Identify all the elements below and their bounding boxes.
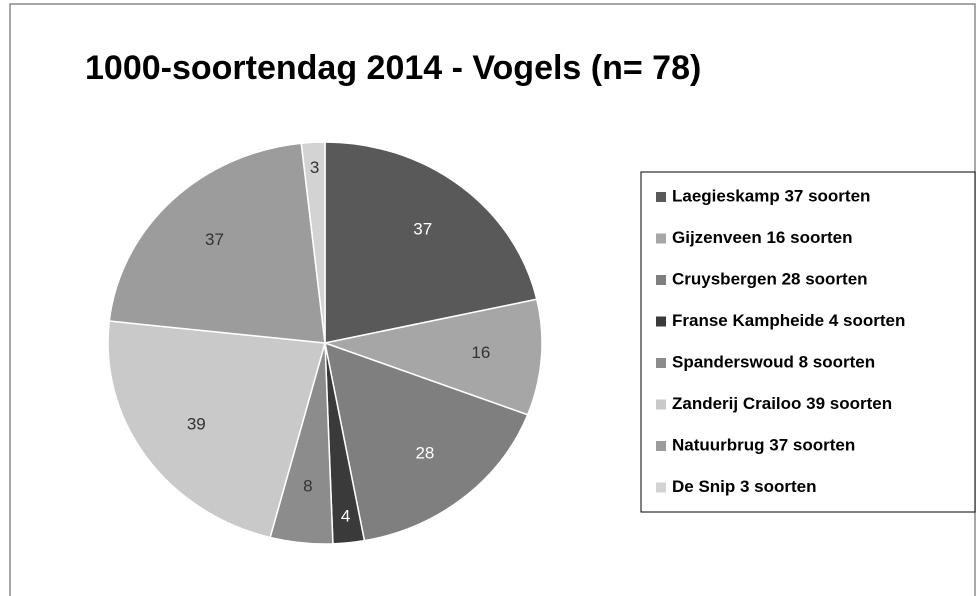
legend-swatch <box>656 233 666 244</box>
legend-label: Franse Kampheide 4 soorten <box>672 311 905 330</box>
pie-slice <box>322 298 543 416</box>
data-label: 4 <box>341 506 350 525</box>
legend-swatch <box>656 316 666 327</box>
data-label: 39 <box>187 415 206 434</box>
chart-title: 1000-soortendag 2014 - Vogels (n= 78) <box>85 49 701 87</box>
pie-slice <box>324 141 538 344</box>
legend-label: Cruysbergen 28 soorten <box>672 269 868 288</box>
pie-slice <box>108 142 326 344</box>
data-label: 3 <box>310 158 319 177</box>
legend-swatch <box>656 192 666 202</box>
legend-swatch <box>656 358 666 368</box>
legend-swatch <box>656 482 666 493</box>
legend-label: Spanderswoud 8 soorten <box>672 352 875 371</box>
data-label: 28 <box>415 444 434 463</box>
legend-label: Natuurbrug 37 soorten <box>672 435 855 454</box>
legend-swatch <box>656 399 666 410</box>
legend-swatch <box>656 441 666 451</box>
legend-swatch <box>656 275 666 285</box>
legend-box <box>640 171 976 513</box>
pie-slice <box>324 341 529 542</box>
data-label: 37 <box>413 220 432 239</box>
data-label: 8 <box>303 476 312 495</box>
data-label: 37 <box>205 230 224 249</box>
legend-label: Zanderij Crailoo 39 soorten <box>672 394 892 413</box>
data-label: 16 <box>471 343 490 362</box>
pie-slice <box>107 320 326 539</box>
legend-label: Laegieskamp 37 soorten <box>672 186 870 205</box>
legend-label: De Snip 3 soorten <box>672 477 817 496</box>
pie-slice <box>300 141 326 344</box>
legend-label: Gijzenveen 16 soorten <box>672 228 852 247</box>
